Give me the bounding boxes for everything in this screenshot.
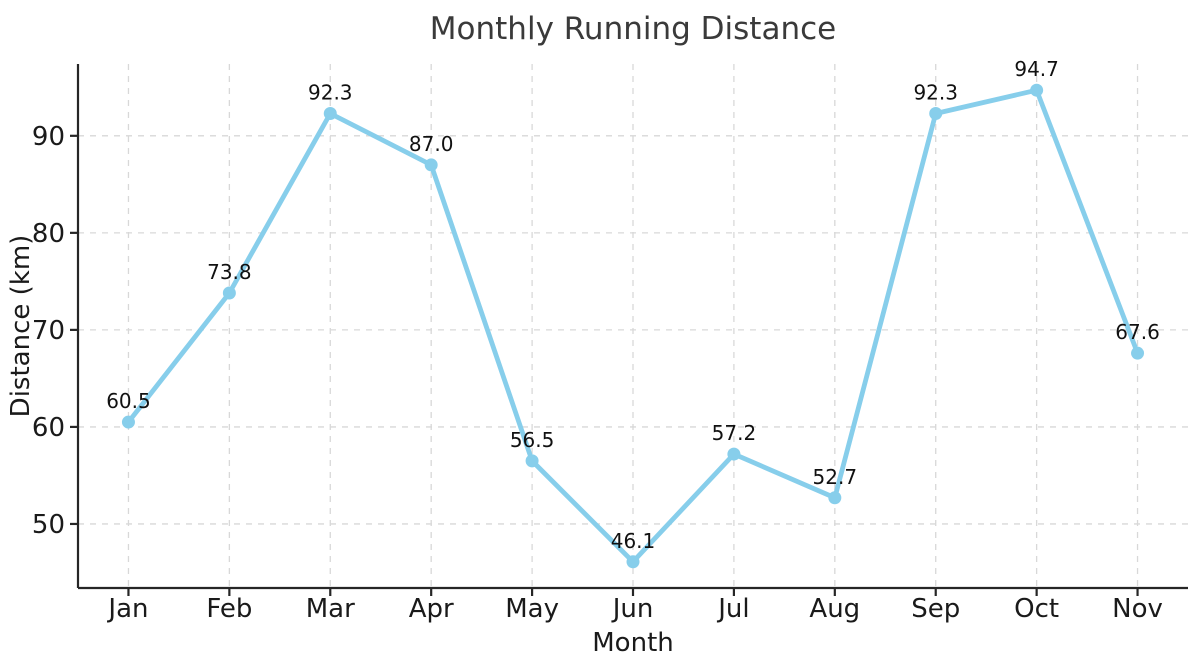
x-tick-label: Oct [1014, 594, 1059, 624]
data-point [222, 286, 236, 300]
x-tick-label: Apr [409, 594, 454, 624]
data-point [626, 555, 640, 569]
data-point-label: 67.6 [1115, 320, 1160, 344]
data-point-label: 46.1 [611, 529, 656, 553]
x-axis-label: Month [592, 628, 674, 658]
data-point-label: 92.3 [913, 80, 958, 104]
data-point-label: 87.0 [409, 132, 454, 156]
x-tick-label: Jan [106, 594, 148, 624]
x-tick-label: May [505, 594, 559, 624]
data-point [727, 447, 741, 461]
x-tick-label: Jun [611, 594, 654, 624]
y-tick-label: 50 [32, 510, 65, 540]
data-point [828, 491, 842, 505]
data-point-label: 73.8 [207, 260, 252, 284]
data-point-label: 57.2 [712, 421, 757, 445]
data-point [525, 454, 539, 468]
y-tick-label: 70 [32, 316, 65, 346]
data-point [929, 106, 943, 120]
data-point [323, 106, 337, 120]
data-point [1030, 83, 1044, 97]
data-point-label: 94.7 [1014, 57, 1059, 81]
chart-title: Monthly Running Distance [429, 11, 837, 47]
data-point-label: 56.5 [510, 428, 555, 452]
x-tick-label: Mar [306, 594, 355, 624]
x-tick-label: Jul [716, 594, 749, 624]
data-point-label: 92.3 [308, 80, 353, 104]
data-point-label: 52.7 [813, 465, 858, 489]
data-point-label: 60.5 [106, 389, 151, 413]
y-tick-label: 60 [32, 413, 65, 443]
y-tick-label: 80 [32, 219, 65, 249]
y-tick-label: 90 [32, 122, 65, 152]
x-tick-label: Sep [911, 594, 960, 624]
x-tick-label: Aug [809, 594, 860, 624]
data-point [424, 158, 438, 172]
x-tick-label: Nov [1112, 594, 1163, 624]
y-axis-label: Distance (km) [6, 234, 36, 418]
data-point [1131, 346, 1145, 360]
x-tick-label: Feb [206, 594, 252, 624]
data-point [121, 415, 135, 429]
